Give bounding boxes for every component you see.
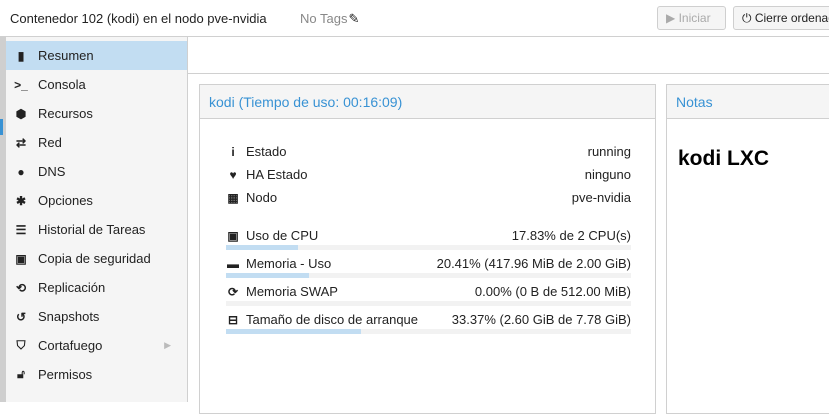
start-button[interactable]: ▶ Iniciar	[657, 6, 726, 30]
info-value: ninguno	[584, 167, 631, 182]
usage-row: ▣ Uso de CPU 17.83% de 2 CPU(s)	[226, 228, 631, 243]
usage-label: Memoria SWAP	[246, 284, 338, 299]
sidebar-item-cortafuego[interactable]: ⛉ Cortafuego ▶	[6, 331, 187, 360]
usage-label: Tamaño de disco de arranque	[246, 312, 419, 327]
sidebar-item-dns[interactable]: ● DNS	[6, 157, 187, 186]
shutdown-label: Cierre ordenado	[754, 11, 829, 25]
sidebar-item-label: Consola	[38, 77, 86, 92]
hdd-icon: ⊟	[227, 312, 239, 327]
header: Contenedor 102 (kodi) en el nodo pve-nvi…	[0, 0, 829, 37]
info-row: i Estado running	[226, 144, 631, 159]
info-label: Nodo	[246, 190, 278, 205]
usage-label: Memoria - Uso	[246, 256, 332, 271]
usage-progress-fill	[226, 273, 309, 278]
tree-panel-edge	[0, 37, 6, 402]
terminal-icon: >_	[14, 77, 28, 92]
chevron-right-icon: ▶	[164, 340, 171, 350]
sidebar-item-label: Red	[38, 135, 62, 150]
info-row: ▦ Nodo pve-nvidia	[226, 190, 631, 205]
sidebar-item-opciones[interactable]: ✱ Opciones	[6, 186, 187, 215]
list-icon: ☰	[15, 222, 27, 237]
sidebar-item-historial-de-tareas[interactable]: ☰ Historial de Tareas	[6, 215, 187, 244]
shutdown-button[interactable]: ⏻ Cierre ordenado	[733, 6, 829, 30]
info-label: HA Estado	[246, 167, 308, 182]
exchange-icon: ⇄	[15, 135, 27, 150]
tags[interactable]: No Tags✎	[300, 11, 359, 27]
notes-title: Notas	[667, 85, 829, 119]
status-panel-title: kodi (Tiempo de uso: 00:16:09)	[200, 85, 655, 119]
sidebar-item-label: Recursos	[38, 106, 93, 121]
floppy-icon: ▣	[15, 251, 27, 266]
notes-panel: Notas kodi LXC	[666, 84, 829, 414]
page-title: Contenedor 102 (kodi) en el nodo pve-nvi…	[10, 11, 267, 26]
usage-row: ⟳ Memoria SWAP 0.00% (0 B de 512.00 MiB)	[226, 284, 631, 299]
usage-value: 0.00% (0 B de 512.00 MiB)	[474, 284, 631, 299]
usage-label: Uso de CPU	[246, 228, 319, 243]
sidebar-item-label: Cortafuego	[38, 338, 103, 353]
sidebar-item-red[interactable]: ⇄ Red	[6, 128, 187, 157]
info-icon: i	[231, 144, 235, 159]
sidebar-item-label: Snapshots	[38, 309, 100, 324]
globe-icon: ●	[17, 164, 25, 179]
sidebar-item-replicaci-n[interactable]: ⟲ Replicación	[6, 273, 187, 302]
usage-progress-fill	[226, 245, 299, 250]
usage-row: ▬ Memoria - Uso 20.41% (417.96 MiB de 2.00…	[226, 256, 631, 271]
unlock-icon: 🔓︎	[17, 367, 25, 381]
info-value: running	[587, 144, 631, 159]
sidebar-item-label: Copia de seguridad	[38, 251, 151, 266]
sidebar: ▮ Resumen >_ Consola ⬢ Recursos ⇄ Red ● DNS ✱ Opcio…	[6, 37, 188, 402]
history-icon: ↺	[15, 309, 27, 324]
usage-progress-fill	[226, 329, 362, 334]
sidebar-item-label: DNS	[38, 164, 66, 179]
usage-value: 17.83% de 2 CPU(s)	[511, 228, 631, 243]
usage-row: ⊟ Tamaño de disco de arranque 33.37% (2.60…	[226, 312, 631, 327]
sidebar-item-label: Replicación	[38, 280, 106, 295]
sidebar-item-resumen[interactable]: ▮ Resumen	[6, 41, 187, 70]
usage-value: 33.37% (2.60 GiB de 7.78 GiB)	[451, 312, 631, 327]
toolbar	[188, 37, 829, 74]
gear-icon: ✱	[15, 193, 27, 208]
building-icon: ▦	[227, 190, 239, 205]
info-value: pve-nvidia	[571, 190, 631, 205]
cube-icon: ⬢	[15, 106, 27, 121]
info-label: Estado	[246, 144, 287, 159]
book-icon: ▮	[17, 48, 25, 63]
memory-icon: ▬	[227, 256, 239, 271]
tags-label: No Tags	[300, 11, 348, 26]
usage-value: 20.41% (417.96 MiB de 2.00 GiB)	[436, 256, 631, 271]
sidebar-item-copia-de-seguridad[interactable]: ▣ Copia de seguridad	[6, 244, 187, 273]
usage-progress-bar	[226, 301, 631, 306]
usage-progress-bar	[226, 245, 631, 250]
sidebar-item-label: Permisos	[38, 367, 93, 382]
usage-progress-bar	[226, 329, 631, 334]
sidebar-item-snapshots[interactable]: ↺ Snapshots	[6, 302, 187, 331]
shield-icon: ⛉	[16, 338, 26, 352]
sidebar-item-permisos[interactable]: 🔓︎ Permisos	[6, 360, 187, 389]
cpu-icon: ▣	[227, 228, 239, 243]
notes-content[interactable]: kodi LXC	[678, 147, 770, 170]
start-label: Iniciar	[678, 11, 711, 25]
refresh-icon: ⟳	[227, 284, 239, 299]
sidebar-item-label: Opciones	[38, 193, 93, 208]
status-panel: kodi (Tiempo de uso: 00:16:09) i Estado ru…	[199, 84, 656, 414]
heartbeat-icon: ♥	[229, 167, 237, 182]
sidebar-item-label: Resumen	[38, 48, 94, 63]
info-row: ♥ HA Estado ninguno	[226, 167, 631, 182]
usage-progress-bar	[226, 273, 631, 278]
sidebar-item-label: Historial de Tareas	[38, 222, 146, 237]
sidebar-item-recursos[interactable]: ⬢ Recursos	[6, 99, 187, 128]
pencil-icon[interactable]: ✎	[348, 11, 360, 26]
retweet-icon: ⟲	[15, 280, 27, 295]
sidebar-item-consola[interactable]: >_ Consola	[6, 70, 187, 99]
